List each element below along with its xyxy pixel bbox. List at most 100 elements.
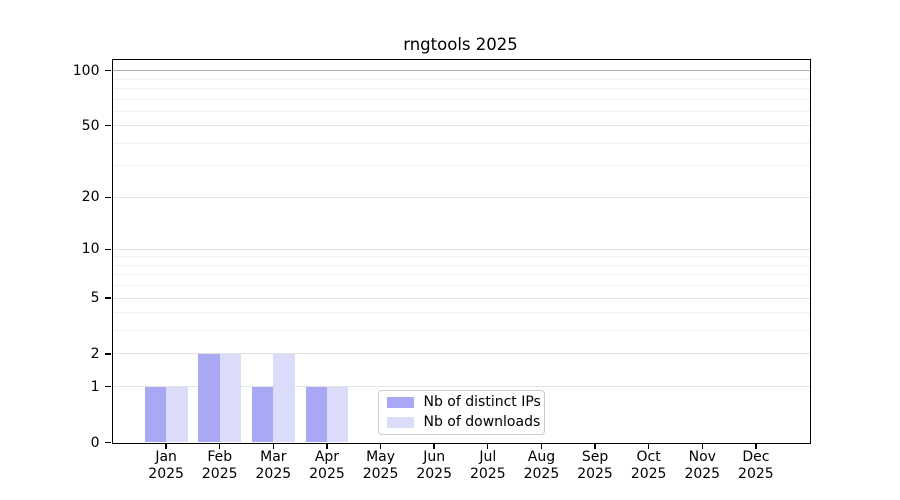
x-tick-mark [326, 444, 328, 449]
gridline-minor [112, 330, 810, 332]
x-tick-label-year: 2025 [201, 466, 238, 482]
gridline-major [112, 70, 810, 72]
gridline-major [112, 248, 810, 250]
bar-jan-ips [144, 386, 167, 443]
x-tick-label: Feb 2025 [189, 449, 251, 484]
x-tick-label-year: 2025 [309, 466, 345, 482]
chart-title: rngtools 2025 [403, 35, 518, 54]
y-tick-mark [104, 196, 111, 198]
x-tick-label: Nov 2025 [671, 449, 733, 484]
x-tick-label-year: 2025 [469, 466, 506, 482]
gridline-minor [112, 78, 810, 80]
gridline-minor [112, 285, 810, 287]
y-tick-label: 2 [90, 345, 100, 362]
x-tick-label-month: Jul [479, 448, 497, 465]
gridline-minor [112, 274, 810, 276]
x-tick-label-year: 2025 [630, 466, 667, 482]
x-tick-label-year: 2025 [577, 466, 613, 482]
x-tick-label-month: Feb [207, 448, 233, 465]
x-tick-label: Apr 2025 [296, 449, 358, 484]
x-tick-label-month: Aug [527, 448, 556, 465]
x-tick-mark [540, 444, 543, 449]
gridline-minor [112, 87, 810, 89]
y-tick-mark [104, 385, 111, 388]
bar-apr-ips [305, 386, 327, 443]
gridline-minor [112, 165, 810, 167]
y-tick-label: 0 [90, 434, 100, 451]
x-tick-label: Mar 2025 [242, 449, 304, 484]
gridline-major [112, 386, 810, 388]
x-tick-label-year: 2025 [738, 466, 774, 482]
plot-area: 0 1 2 5 10 20 50 100 Jan 2025 Feb 2025 Mar 2025 Apr 202… [73, 58, 811, 482]
x-tick-mark [433, 444, 435, 449]
legend-row: Nb of downloads [386, 413, 544, 430]
x-tick-mark [165, 444, 167, 449]
x-tick-label: Oct 2025 [618, 449, 680, 484]
legend-row: Nb of distinct IPs [386, 393, 544, 410]
y-tick-mark [104, 69, 111, 72]
legend-label: Nb of distinct IPs [423, 393, 541, 410]
x-tick-label: Jul 2025 [457, 449, 519, 484]
x-tick-label-year: 2025 [684, 466, 721, 482]
x-tick-label: Aug 2025 [510, 449, 572, 484]
gridline-minor [112, 110, 810, 112]
y-tick-mark [104, 441, 111, 444]
x-tick-label-month: Jun [423, 448, 446, 465]
y-tick-label: 5 [90, 290, 100, 307]
x-tick-label-year: 2025 [362, 466, 399, 482]
y-tick-mark [104, 353, 111, 355]
x-tick-label: May 2025 [350, 449, 412, 484]
gridline-minor [112, 142, 810, 144]
gridline-minor [112, 98, 810, 100]
y-tick-label: 20 [81, 189, 100, 206]
x-tick-label-month: Oct [636, 448, 661, 465]
x-tick-mark [272, 444, 275, 449]
x-tick-mark [755, 444, 757, 449]
x-tick-label-month: Dec [742, 448, 770, 465]
y-tick-mark [104, 248, 111, 250]
gridline-major [112, 353, 810, 355]
gridline-major [112, 297, 810, 299]
y-tick-label: 100 [72, 62, 100, 79]
x-tick-mark [379, 444, 382, 449]
x-tick-label-year: 2025 [523, 466, 560, 482]
legend-swatch [386, 396, 414, 408]
x-tick-label-month: May [366, 448, 396, 465]
x-tick-label: Sep 2025 [564, 449, 626, 484]
bar-mar-downloads [273, 353, 295, 443]
x-tick-mark [594, 444, 596, 449]
x-tick-label: Jan 2025 [135, 449, 197, 484]
y-tick-label: 50 [81, 117, 100, 134]
bar-apr-downloads [326, 386, 349, 443]
x-tick-label-month: Jan [155, 448, 177, 465]
x-tick-label-year: 2025 [416, 466, 452, 482]
x-tick-label: Jun 2025 [403, 449, 465, 484]
legend-label: Nb of downloads [423, 413, 541, 430]
gridline-minor [112, 312, 810, 314]
legend: Nb of distinct IPs Nb of downloads [377, 389, 545, 435]
y-tick-label: 1 [90, 378, 100, 395]
x-tick-label-month: Apr [314, 448, 340, 465]
gridline-minor [112, 264, 810, 266]
legend-swatch [386, 416, 414, 428]
y-tick-label: 10 [81, 241, 100, 258]
x-tick-mark [487, 444, 489, 449]
bar-mar-ips [251, 386, 274, 443]
y-tick-mark [104, 125, 111, 127]
x-tick-label-month: Nov [688, 448, 716, 465]
y-tick-mark [104, 297, 111, 299]
gridline-minor [112, 256, 810, 258]
bar-jan-downloads [166, 386, 188, 443]
x-tick-mark [701, 444, 703, 449]
x-tick-mark [647, 444, 650, 449]
x-tick-mark [219, 444, 221, 449]
x-tick-label-month: Mar [260, 448, 287, 465]
gridline-major [112, 196, 810, 198]
bar-feb-ips [198, 353, 220, 443]
gridline-major [112, 125, 810, 127]
bar-feb-downloads [219, 353, 242, 443]
x-tick-label: Dec 2025 [725, 449, 787, 484]
x-tick-label-year: 2025 [255, 466, 292, 482]
x-tick-label-month: Sep [581, 448, 609, 465]
